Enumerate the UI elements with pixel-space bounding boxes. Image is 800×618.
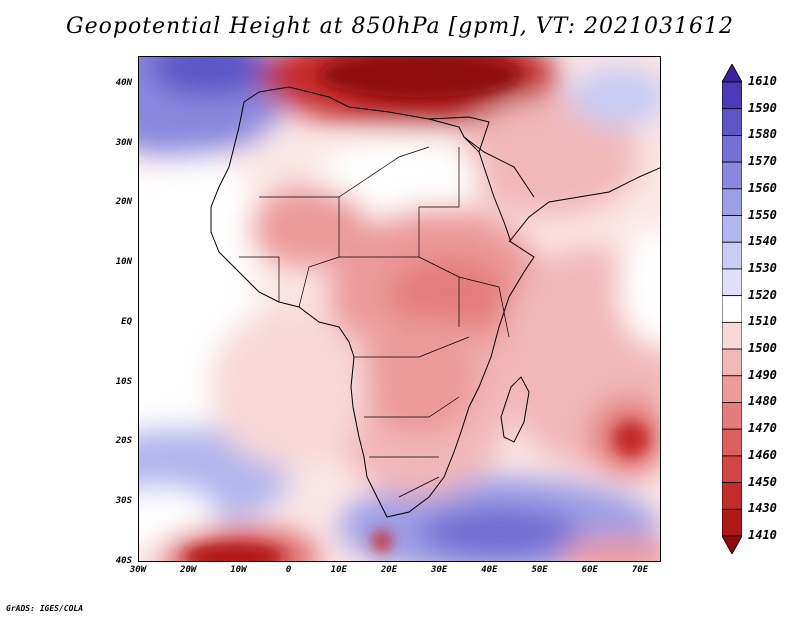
colorbar-level-label: 1580 [748,127,777,142]
lat-label: 30N [115,137,132,148]
lat-label: 20S [115,436,132,447]
map-area [138,56,661,562]
colorbar-level-label: 1490 [748,367,777,382]
lon-label: 20W [180,565,197,575]
colorbar-level-label: 1410 [748,528,777,542]
credit-text: GrADS: IGES/COLA [6,604,84,613]
colorbar-swatch [722,268,742,297]
colorbar-swatch [722,241,742,270]
colorbar-bottom-arrow [722,535,742,554]
lon-label: 10W [230,565,247,575]
height-field-shading [139,57,660,561]
height-field-cores [184,57,649,561]
lat-label: 40N [115,78,132,88]
colorbar-swatch [722,135,742,163]
colorbar-level-label: 1450 [748,474,777,489]
lon-label: 60E [581,565,598,575]
lon-label: 50E [531,565,548,575]
colorbar-swatch [722,402,742,430]
lon-label: 30E [431,565,448,575]
lat-label: 30S [115,495,132,506]
lon-label: 70E [631,565,649,575]
map-canvas [139,57,660,561]
colorbar-swatch [722,108,742,136]
colorbar-swatch [722,455,742,483]
colorbar-level-label: 1560 [748,180,777,195]
colorbar-level-label: 1570 [748,154,777,169]
colorbar-level-label: 1510 [748,314,777,329]
lon-label: 10E [330,565,347,575]
colorbar-swatch [722,375,742,403]
colorbar-level-label: 1550 [748,207,777,222]
colorbar-swatch [722,482,742,510]
colorbar-level-label: 1470 [748,421,777,436]
lon-label: 40E [481,565,498,575]
colorbar-swatch [722,295,742,323]
colorbar-swatch [722,321,742,350]
lon-label: 0 [285,565,292,575]
coastlines [210,86,660,518]
colorbar [722,64,742,554]
colorbar-level-label: 1610 [748,74,777,88]
lon-label: 20E [380,565,398,575]
colorbar-top-arrow [722,64,742,83]
lon-label: 30W [129,565,147,575]
lat-label: 10N [115,257,132,268]
lat-label: 10S [115,376,132,387]
colorbar-level-label: 1520 [748,287,777,302]
lat-label: 40S [115,555,132,566]
colorbar-swatch [722,81,742,110]
country-borders [239,146,510,498]
colorbar-level-label: 1500 [748,341,777,356]
colorbar-swatch [722,161,742,190]
chart-title: Geopotential Height at 850hPa [gpm], VT:… [66,14,734,39]
colorbar-swatch [722,348,742,377]
colorbar-level-label: 1430 [748,501,777,516]
lat-label: 20N [115,197,132,208]
colorbar-level-label: 1530 [748,260,777,275]
colorbar-level-label: 1590 [748,100,777,115]
colorbar-swatch [722,215,742,243]
colorbar-level-label: 1540 [748,234,777,249]
colorbar-level-label: 1480 [748,394,777,409]
colorbar-swatch [722,188,742,216]
colorbar-level-label: 1460 [748,447,777,462]
colorbar-swatch [722,428,742,457]
colorbar-swatch [722,508,742,537]
lat-label: EQ [121,316,132,327]
